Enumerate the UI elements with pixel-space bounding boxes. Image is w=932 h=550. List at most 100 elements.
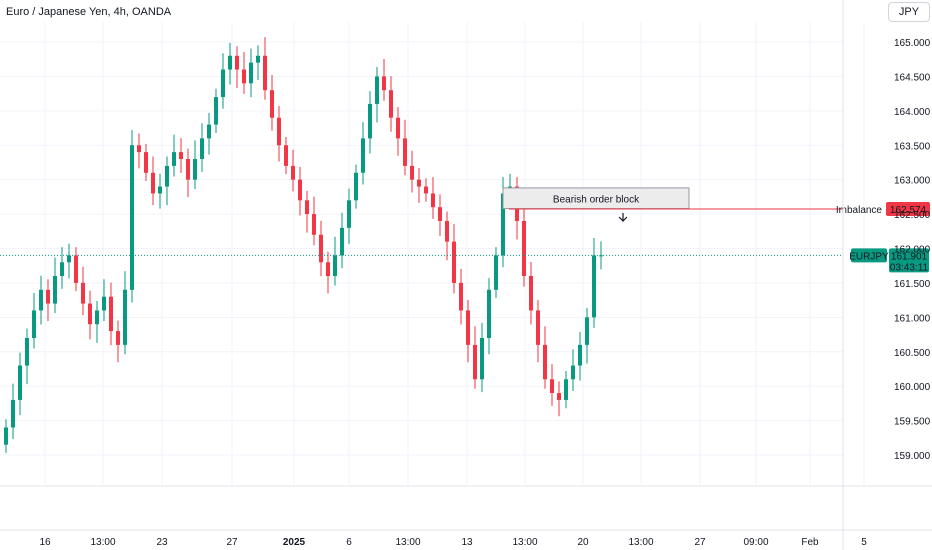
candle (431, 177, 435, 219)
price-badge (889, 248, 929, 273)
candle-body (452, 241, 456, 283)
candle-body (18, 365, 22, 400)
candle (130, 130, 134, 303)
candle (585, 307, 589, 364)
grid-lines (0, 22, 932, 531)
candle (326, 251, 330, 294)
candle (88, 290, 92, 340)
symbol-badge (851, 248, 887, 263)
candle-body (396, 117, 400, 139)
candle-body (368, 103, 372, 139)
candle (564, 371, 568, 409)
y-tick-label: 159.000 (894, 451, 931, 462)
y-tick-label: 161.000 (894, 313, 931, 324)
candle (522, 203, 526, 287)
candle (277, 106, 281, 162)
candle-body (284, 145, 288, 166)
candle-body (123, 289, 127, 345)
time-axis: 16 13:00 23 27 2025 6 13:00 13 13:00 20 13:00 27 09:… (39, 537, 867, 548)
candle-body (501, 193, 505, 256)
candle-body (137, 145, 141, 153)
candle-body (214, 97, 218, 125)
candle-body (39, 289, 43, 311)
arrow-head (618, 216, 628, 222)
candle-body (473, 344, 477, 380)
candle (459, 268, 463, 325)
candle-body (347, 200, 351, 228)
current-price-label: 161.901 (891, 251, 928, 262)
x-tick-label: 6 (346, 537, 352, 548)
candle-body (46, 289, 50, 304)
candle (536, 299, 540, 363)
candle-body (263, 55, 267, 91)
candle-body (165, 165, 169, 187)
candle (263, 37, 267, 100)
candle-body (144, 152, 148, 173)
candle-body (445, 220, 449, 242)
candle-body (494, 255, 498, 290)
candle-body (312, 214, 316, 235)
y-tick-label: 161.500 (894, 279, 931, 290)
candle-body (11, 399, 15, 428)
candle-body (557, 393, 561, 400)
candle (200, 123, 204, 172)
candle-body (242, 69, 246, 84)
candle (424, 178, 428, 202)
candle (529, 262, 533, 325)
x-tick-label: 27 (694, 537, 706, 548)
y-tick-label: 163.000 (894, 176, 931, 187)
candle (382, 58, 386, 101)
candle-body (270, 90, 274, 118)
candle-body (158, 186, 162, 194)
candle (207, 112, 211, 155)
candle (74, 247, 78, 292)
candle (354, 164, 358, 209)
y-tick-label: 165.000 (894, 38, 931, 49)
candle-body (382, 76, 386, 91)
candle (158, 173, 162, 209)
candle (102, 279, 106, 322)
candle-body (361, 138, 365, 173)
candle-body (179, 152, 183, 160)
candle (25, 328, 29, 385)
candle (494, 247, 498, 299)
candle (235, 46, 239, 89)
candle-body (249, 62, 253, 84)
candle (466, 299, 470, 363)
candle (4, 419, 8, 453)
price-axis: 165.000 164.500 164.000 163.500 163.000 162.5… (842, 0, 931, 550)
candle (389, 76, 393, 132)
candle-body (60, 262, 64, 277)
candle-body (466, 310, 470, 345)
candle-body (543, 344, 547, 380)
candle-body (326, 262, 330, 277)
candle-body (599, 255, 603, 257)
candle-body (550, 379, 554, 394)
candle (305, 190, 309, 233)
candle (53, 257, 57, 313)
candle (249, 48, 253, 98)
candle (319, 220, 323, 277)
candle-body (130, 145, 134, 290)
candle (375, 67, 379, 123)
candle (95, 301, 99, 343)
candle-body (375, 76, 379, 104)
candle-body (228, 55, 232, 70)
candle (438, 194, 442, 237)
candle-body (354, 172, 358, 201)
candle (410, 150, 414, 193)
candle-body (74, 255, 78, 283)
candle (221, 53, 225, 109)
candle-body (536, 310, 540, 345)
currency-button[interactable]: JPY (888, 2, 930, 22)
candle (32, 293, 36, 349)
candle (445, 211, 449, 261)
candle (67, 243, 71, 279)
candle (487, 278, 491, 355)
candle-body (221, 69, 225, 98)
candle-body (571, 365, 575, 380)
candle (81, 266, 85, 316)
candle-body (277, 117, 281, 146)
candle (18, 352, 22, 416)
